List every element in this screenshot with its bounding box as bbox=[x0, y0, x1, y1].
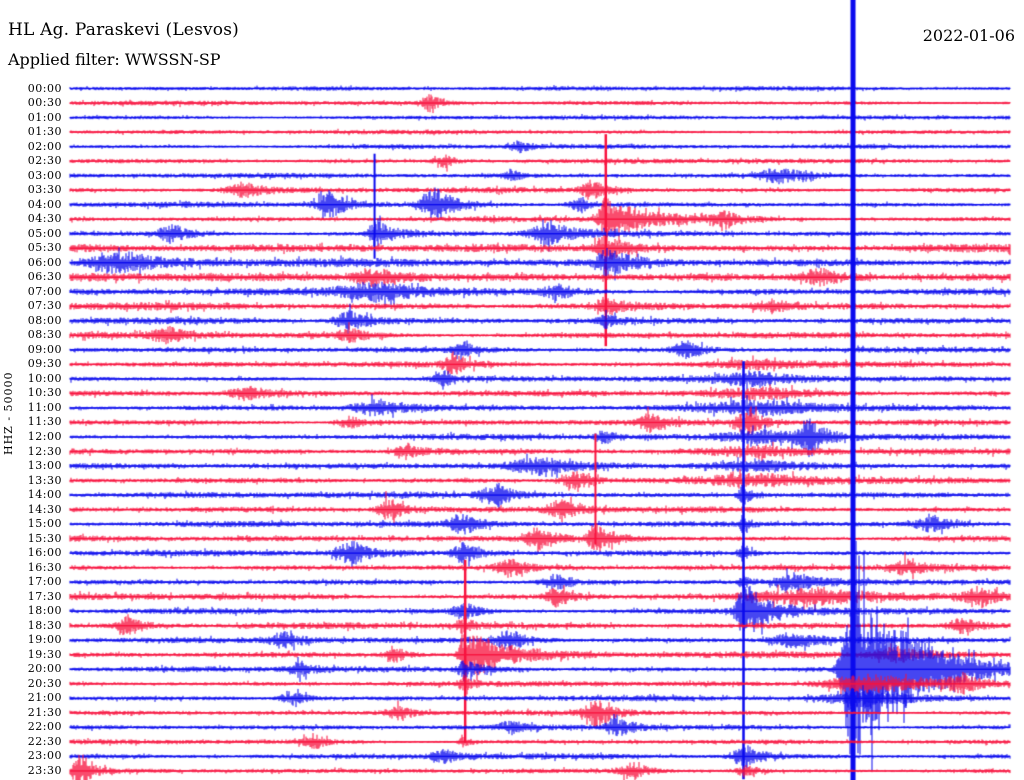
time-label: 16:30 bbox=[27, 560, 62, 574]
time-label: 07:30 bbox=[27, 299, 62, 313]
time-label: 18:30 bbox=[27, 618, 62, 632]
time-label: 08:00 bbox=[27, 313, 62, 327]
time-label: 15:00 bbox=[27, 517, 62, 531]
time-label: 04:00 bbox=[27, 197, 62, 211]
time-label: 02:30 bbox=[27, 154, 62, 168]
time-label: 03:00 bbox=[27, 168, 62, 182]
time-label: 07:00 bbox=[27, 284, 62, 298]
time-label: 10:00 bbox=[27, 371, 62, 385]
time-label: 23:00 bbox=[27, 749, 62, 763]
time-label: 01:00 bbox=[27, 110, 62, 124]
date-label: 2022-01-06 bbox=[922, 26, 1015, 45]
time-label: 20:30 bbox=[27, 676, 62, 690]
time-label: 21:00 bbox=[27, 691, 62, 705]
time-label: 12:00 bbox=[27, 429, 62, 443]
time-label: 14:30 bbox=[27, 502, 62, 516]
time-label: 13:00 bbox=[27, 459, 62, 473]
time-label: 11:30 bbox=[27, 415, 62, 429]
time-axis: 00:00 00:30 01:00 01:30 02:00 02:30 03:00 03:30… bbox=[0, 0, 63, 780]
time-label: 22:30 bbox=[27, 734, 62, 748]
time-label: 13:30 bbox=[27, 473, 62, 487]
time-label: 05:00 bbox=[27, 226, 62, 240]
time-label: 21:30 bbox=[27, 705, 62, 719]
time-label: 15:30 bbox=[27, 531, 62, 545]
time-label: 17:30 bbox=[27, 589, 62, 603]
time-label: 02:00 bbox=[27, 139, 62, 153]
filter-label: Applied filter: WWSSN-SP bbox=[8, 50, 221, 69]
time-label: 06:00 bbox=[27, 255, 62, 269]
page-title: HL Ag. Paraskevi (Lesvos) bbox=[8, 20, 239, 40]
time-label: 06:30 bbox=[27, 270, 62, 284]
time-label: 11:00 bbox=[27, 400, 62, 414]
time-label: 03:30 bbox=[27, 183, 62, 197]
time-label: 09:30 bbox=[27, 357, 62, 371]
time-label: 20:00 bbox=[27, 662, 62, 676]
time-label: 12:30 bbox=[27, 444, 62, 458]
time-label: 19:00 bbox=[27, 633, 62, 647]
time-label: 22:00 bbox=[27, 720, 62, 734]
time-label: 04:30 bbox=[27, 212, 62, 226]
time-label: 01:30 bbox=[27, 125, 62, 139]
time-label: 08:30 bbox=[27, 328, 62, 342]
time-label: 10:30 bbox=[27, 386, 62, 400]
time-label: 14:00 bbox=[27, 488, 62, 502]
time-label: 17:00 bbox=[27, 575, 62, 589]
time-label: 16:00 bbox=[27, 546, 62, 560]
time-label: 18:00 bbox=[27, 604, 62, 618]
time-label: 19:30 bbox=[27, 647, 62, 661]
time-label: 05:30 bbox=[27, 241, 62, 255]
time-label: 00:30 bbox=[27, 96, 62, 110]
time-label: 00:00 bbox=[27, 81, 62, 95]
time-label: 23:30 bbox=[27, 763, 62, 777]
time-label: 09:00 bbox=[27, 342, 62, 356]
